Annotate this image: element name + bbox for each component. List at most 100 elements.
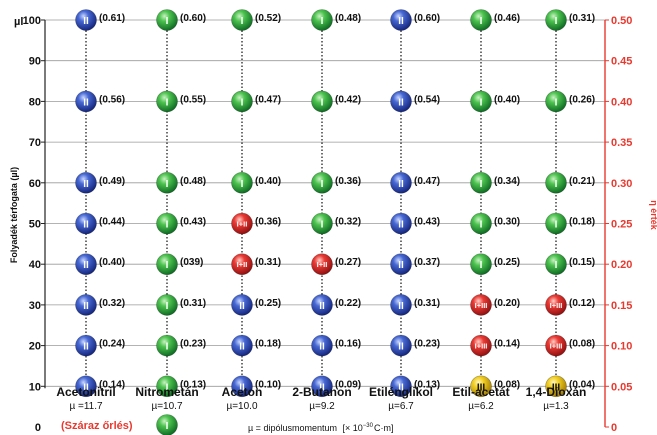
- data-point: II: [390, 172, 412, 194]
- marker-label: I: [166, 97, 169, 108]
- marker-label: I: [480, 97, 483, 108]
- marker-circle: [231, 90, 253, 113]
- solvent-mu: µ=1.3: [543, 401, 569, 412]
- eta-value: (0.12): [569, 298, 595, 309]
- marker-label: II: [319, 342, 325, 353]
- left-tick-label: 70: [29, 137, 41, 149]
- data-point: I: [231, 90, 253, 113]
- eta-value: (0.09): [335, 379, 361, 390]
- marker-circle: [311, 9, 333, 31]
- data-point: I+III: [545, 334, 567, 357]
- marker-circle: [75, 294, 97, 316]
- data-point: I: [156, 90, 178, 113]
- eta-value: (0.52): [255, 13, 281, 24]
- data-point: I: [470, 212, 492, 235]
- marker-label: II: [239, 342, 245, 353]
- marker-label: I: [241, 97, 244, 108]
- marker-circle: [156, 90, 178, 113]
- left-tick-label: 90: [29, 56, 41, 68]
- marker-label: I+II: [317, 260, 328, 269]
- eta-value: (0.60): [414, 13, 440, 24]
- left-tick-label: 50: [29, 219, 41, 231]
- data-point: I: [156, 212, 178, 235]
- solvent-name: Nitrometán: [135, 385, 198, 399]
- marker-circle: [75, 253, 97, 276]
- eta-value: (0.24): [99, 339, 125, 350]
- eta-value: (0.13): [180, 379, 206, 390]
- data-point: II: [75, 375, 97, 398]
- eta-value: (0.08): [569, 339, 595, 350]
- data-point: I: [311, 212, 333, 235]
- marker-label: II: [83, 382, 89, 393]
- solvent-column: II (0.10)II (0.18)II (0.25)I+II (0.31)I+II (0…: [222, 9, 281, 412]
- solvent-name: Etilénglikol: [369, 385, 433, 399]
- data-point: II: [75, 212, 97, 235]
- marker-circle: [470, 9, 492, 31]
- marker-circle: [311, 172, 333, 194]
- eta-value: (0.18): [569, 217, 595, 228]
- marker-label: II: [398, 301, 404, 312]
- left-tick-label: 40: [29, 259, 41, 271]
- data-point: I: [231, 9, 253, 31]
- eta-value: (0.54): [414, 94, 440, 105]
- marker-circle: [231, 294, 253, 316]
- right-tick-label: 0.30: [611, 178, 632, 190]
- data-point: I: [156, 375, 178, 398]
- marker-circle: [545, 90, 567, 113]
- marker-label: III: [477, 382, 486, 393]
- solvent-mu: µ=10.0: [226, 401, 258, 412]
- data-point: I: [311, 90, 333, 113]
- marker-label: I: [241, 16, 244, 27]
- marker-circle: [311, 294, 333, 316]
- marker-label: II: [83, 16, 89, 27]
- eta-value: (0.40): [99, 257, 125, 268]
- eta-value: (0.56): [99, 94, 125, 105]
- solvent-name: Acetonitril: [56, 385, 115, 399]
- marker-label: I+III: [550, 301, 563, 310]
- axes: 0 10 20 30 40 50 60 70 80 90 100 0 0.05 0.10 0.15 0.20 0…: [23, 15, 633, 434]
- eta-value: (0.31): [414, 298, 440, 309]
- eta-value: (0.36): [255, 217, 281, 228]
- marker-circle: [75, 212, 97, 235]
- dry-grinding-label: (Száraz őrlés): [61, 420, 133, 432]
- data-point: I: [470, 172, 492, 194]
- right-tick-label: 0.45: [611, 56, 632, 68]
- data-point: II: [390, 9, 412, 31]
- eta-value: (0.18): [255, 339, 281, 350]
- solvent-column: II (0.14) II (0.24) II (0.32) II (0.40) II (0.44)…: [56, 9, 125, 412]
- solvent-column: II (0.13) II (0.23) II (0.31) II (0.37) II (0.43)…: [369, 9, 440, 412]
- mu-legend-unit-open: [× 10: [343, 423, 363, 433]
- data-point: I+II: [231, 212, 253, 235]
- marker-circle: [311, 90, 333, 113]
- data-point: II: [231, 375, 253, 398]
- left-tick-label: 10: [29, 381, 41, 393]
- marker-label: I+III: [475, 301, 488, 310]
- marker-circle: [390, 334, 412, 357]
- marker-label: II: [398, 342, 404, 353]
- eta-value: (0.14): [99, 379, 125, 390]
- data-point: II: [75, 334, 97, 357]
- eta-value: (0.23): [414, 339, 440, 350]
- marker-circle: [75, 90, 97, 113]
- left-tick-label: 60: [29, 178, 41, 190]
- dry-grinding-marker: I: [156, 414, 178, 435]
- solvent-mu: µ=6.2: [468, 401, 494, 412]
- solvent-name: 2-Butanon: [292, 385, 351, 399]
- data-point: I: [470, 90, 492, 113]
- marker-label: I+III: [475, 342, 488, 351]
- eta-value: (0.15): [569, 257, 595, 268]
- data-point: I: [545, 172, 567, 194]
- marker-circle: [390, 294, 412, 316]
- data-point: II: [75, 294, 97, 316]
- marker-label: II: [319, 382, 325, 393]
- marker-circle: [75, 375, 97, 398]
- eta-value: (0.34): [494, 176, 520, 187]
- marker-label: I: [166, 301, 169, 312]
- marker-circle: [156, 294, 178, 316]
- marker-label: I+II: [237, 260, 248, 269]
- solvent-mu: µ=6.7: [388, 401, 414, 412]
- marker-circle: [231, 334, 253, 357]
- marker-circle: [311, 334, 333, 357]
- marker-label: I+III: [550, 342, 563, 351]
- eta-value: (0.27): [335, 257, 361, 268]
